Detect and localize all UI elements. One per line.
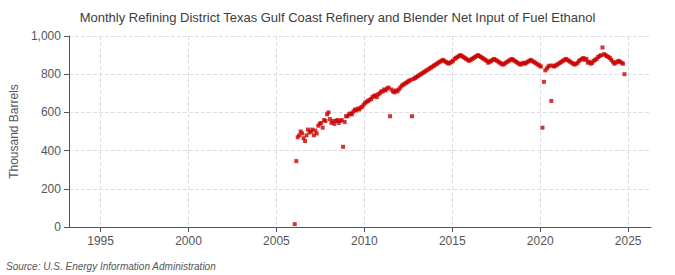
svg-text:Monthly Refining District Texa: Monthly Refining District Texas Gulf Coa… [80, 10, 596, 25]
svg-text:2015: 2015 [439, 234, 466, 248]
svg-text:2005: 2005 [263, 234, 290, 248]
svg-text:2025: 2025 [615, 234, 642, 248]
svg-text:2020: 2020 [527, 234, 554, 248]
svg-text:400: 400 [41, 144, 61, 158]
svg-text:Thousand Barrels: Thousand Barrels [7, 84, 21, 179]
svg-text:800: 800 [41, 67, 61, 81]
svg-text:1,000: 1,000 [31, 29, 61, 43]
svg-text:200: 200 [41, 182, 61, 196]
svg-text:Source: U.S. Energy Informatio: Source: U.S. Energy Information Administ… [6, 261, 216, 272]
svg-text:2000: 2000 [175, 234, 202, 248]
svg-text:0: 0 [54, 220, 61, 234]
svg-text:600: 600 [41, 105, 61, 119]
svg-text:2010: 2010 [351, 234, 378, 248]
svg-text:1995: 1995 [87, 234, 114, 248]
